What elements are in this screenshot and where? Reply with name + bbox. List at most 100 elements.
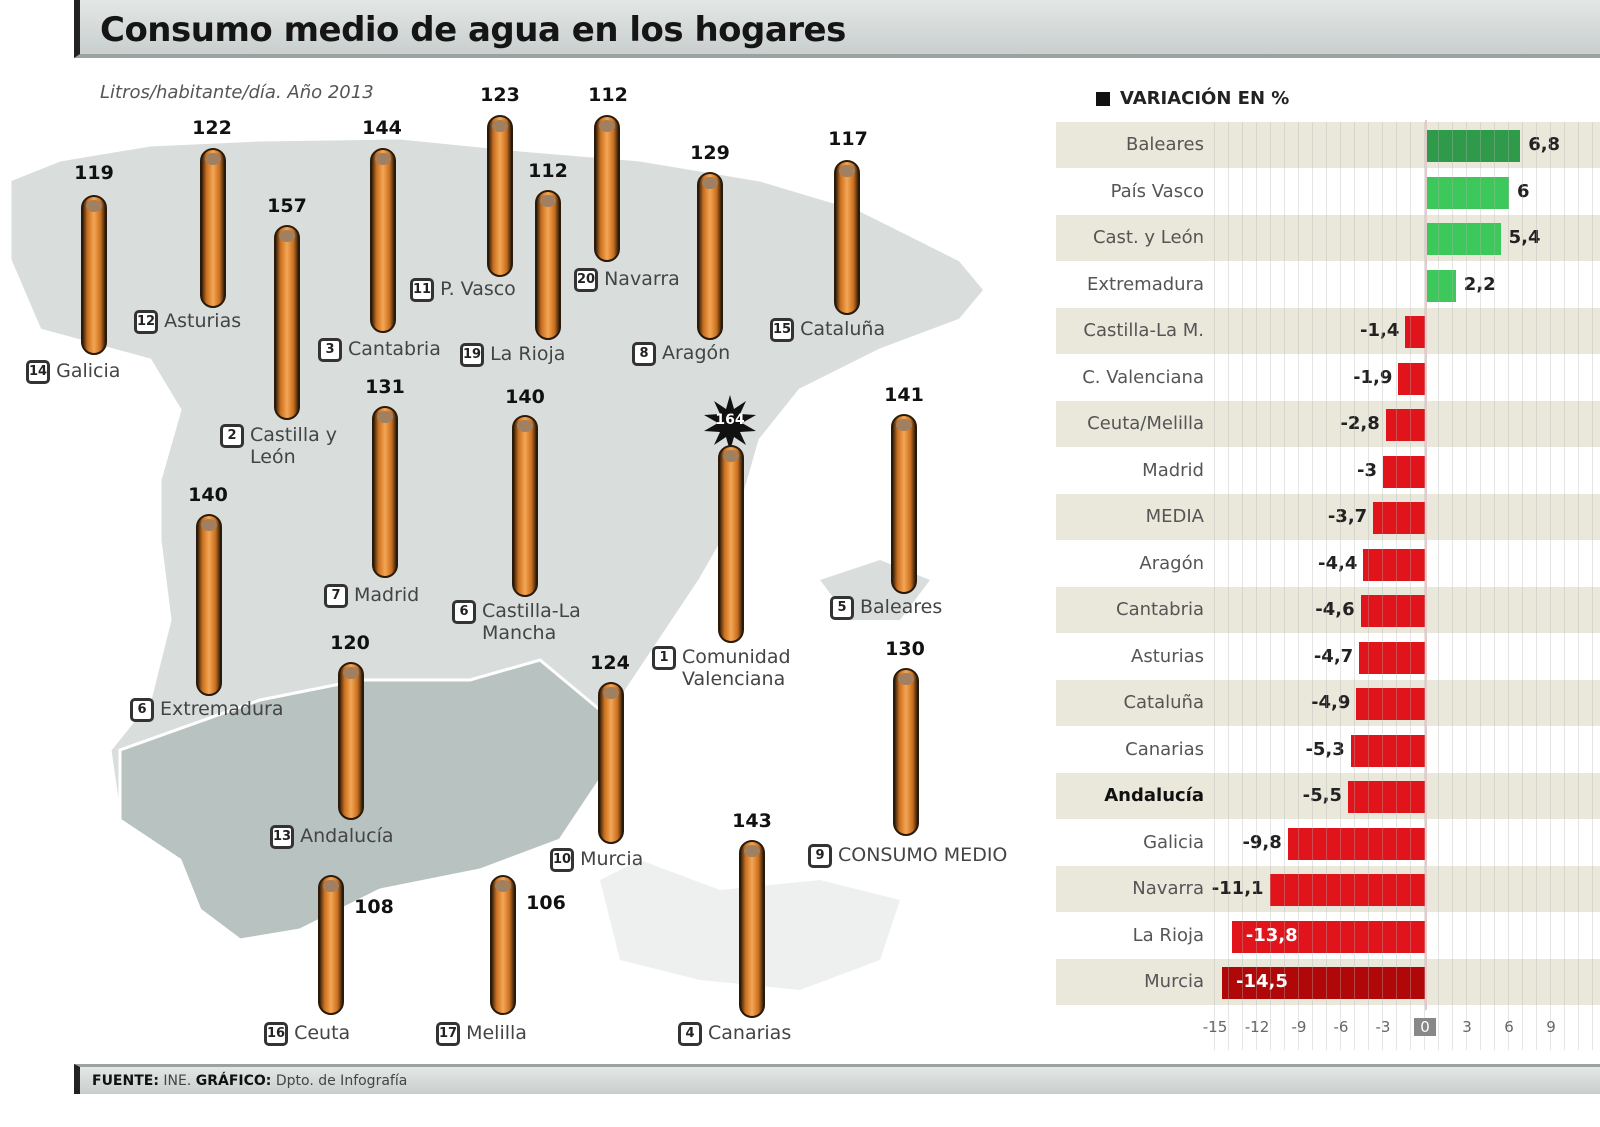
label-castilla-la-mancha: 6 Castilla-La Mancha <box>452 600 602 644</box>
bar-value: -9,8 <box>1242 831 1282 853</box>
value-andalucia: 120 <box>330 632 370 654</box>
pillar-extremadura <box>196 514 222 696</box>
rank-badge: 14 <box>26 360 51 384</box>
starburst-icon <box>704 395 756 451</box>
row-label: Ceuta/Melilla <box>1087 413 1204 434</box>
pillar-galicia <box>81 195 107 355</box>
pillar-castilla-la-mancha <box>512 415 538 597</box>
pillar-ceuta <box>318 875 344 1015</box>
map-subtitle: Litros/habitante/día. Año 2013 <box>100 82 374 103</box>
variation-bar <box>1287 827 1425 860</box>
label-galicia: 14 Galicia <box>26 360 120 384</box>
row-label: C. Valenciana <box>1082 366 1204 388</box>
pillar-navarra <box>594 115 620 262</box>
axis-tick: -12 <box>1244 1018 1270 1036</box>
bar-value: -4,9 <box>1311 692 1351 713</box>
value-ceuta: 108 <box>354 896 394 918</box>
value-cantabria: 144 <box>362 117 402 139</box>
bar-value: 5,4 <box>1508 227 1541 248</box>
row-label: MEDIA <box>1145 506 1204 527</box>
variation-row: Navarra -11,1 <box>1056 866 1600 912</box>
variation-row: Cast. y León 5,4 <box>1056 215 1600 261</box>
row-label: Aragón <box>1139 552 1204 574</box>
bar-value: -1,9 <box>1353 366 1393 388</box>
bar-value: -5,3 <box>1305 738 1345 760</box>
pillar-cataluna <box>834 160 860 315</box>
bar-value: 2,2 <box>1463 273 1496 295</box>
row-label: Cantabria <box>1116 599 1204 620</box>
pillar-consumo-medio <box>893 668 919 836</box>
axis-tick: 3 <box>1462 1018 1472 1036</box>
variation-row: Cataluña -4,9 <box>1056 680 1600 726</box>
pillar-melilla <box>490 875 516 1015</box>
variation-bar <box>1231 920 1425 953</box>
bar-value: -4,7 <box>1313 645 1354 667</box>
variation-row: Galicia -9,8 <box>1056 820 1600 866</box>
variation-row: Aragón -4,4 <box>1056 541 1600 587</box>
row-label: Asturias <box>1131 645 1204 667</box>
row-label: La Rioja <box>1132 924 1204 946</box>
pillar-comunidad-valenciana <box>718 445 744 643</box>
variation-bar <box>1373 502 1425 534</box>
label-la-rioja: 19 La Rioja <box>460 343 565 367</box>
label-canarias: 4 Canarias <box>678 1022 791 1046</box>
rank-badge: 4 <box>678 1022 702 1046</box>
value-navarra: 112 <box>588 84 628 106</box>
row-label: Navarra <box>1132 878 1204 899</box>
variation-row: Castilla-La M. -1,4 <box>1056 308 1600 354</box>
bar-value: 6 <box>1517 180 1530 202</box>
variation-row: Cantabria -4,6 <box>1056 587 1600 633</box>
variation-row: MEDIA -3,7 <box>1056 494 1600 540</box>
variation-bar <box>1360 595 1425 627</box>
row-label: País Vasco <box>1110 180 1204 202</box>
x-axis: -15 -12 -9 -6 -3 0 3 6 9 <box>1056 1018 1600 1042</box>
variation-row: País Vasco 6 <box>1056 169 1600 215</box>
axis-tick: 6 <box>1504 1018 1514 1036</box>
variation-row: Madrid -3 <box>1056 448 1600 494</box>
label-aragon: 8 Aragón <box>632 342 730 366</box>
label-cataluna: 15 Cataluña <box>770 318 885 342</box>
value-aragon: 129 <box>690 142 730 164</box>
rank-badge: 20 <box>574 268 599 292</box>
label-castilla-leon: 2 Castilla y León <box>220 424 340 468</box>
variation-bar <box>1269 874 1425 906</box>
rank-badge: 10 <box>550 848 575 872</box>
variation-bar <box>1348 781 1425 813</box>
axis-tick: 9 <box>1546 1018 1556 1036</box>
rank-badge: 13 <box>270 825 295 849</box>
bar-value: -3 <box>1357 459 1377 481</box>
pillar-canarias <box>739 840 765 1018</box>
pillar-la-rioja <box>535 190 561 340</box>
variation-bar <box>1383 455 1425 488</box>
rank-badge: 12 <box>134 310 159 334</box>
pillar-pais-vasco <box>487 115 513 277</box>
pillar-asturias <box>200 148 226 308</box>
label-consumo-medio: 9 CONSUMO MEDIO <box>808 844 1007 868</box>
variation-row: Ceuta/Melilla -2,8 <box>1056 401 1600 447</box>
variation-row: Extremadura 2,2 <box>1056 262 1600 308</box>
rank-badge: 17 <box>436 1022 461 1046</box>
bar-value: -4,4 <box>1318 552 1358 574</box>
value-asturias: 122 <box>192 117 232 139</box>
variation-bar <box>1385 409 1425 441</box>
spain-map: 119 14 Galicia 122 12 Asturias 157 2 Castil… <box>0 60 1040 1050</box>
value-galicia: 119 <box>74 162 114 184</box>
bar-value: -3,7 <box>1327 506 1368 527</box>
row-label: Castilla-La M. <box>1083 320 1204 341</box>
label-ceuta: 16 Ceuta <box>264 1022 350 1046</box>
row-label: Extremadura <box>1087 273 1204 295</box>
variation-bar <box>1425 269 1456 302</box>
variation-bar <box>1405 316 1425 348</box>
bar-value: -5,5 <box>1302 785 1342 806</box>
variation-bar <box>1222 967 1425 999</box>
pillar-madrid <box>372 406 398 578</box>
value-baleares: 141 <box>884 384 924 406</box>
label-madrid: 7 Madrid <box>324 584 419 608</box>
rank-badge: 7 <box>324 584 348 608</box>
value-madrid: 131 <box>365 376 405 398</box>
title-bar: Consumo medio de agua en los hogares <box>74 0 1600 58</box>
rank-badge: 1 <box>652 646 676 670</box>
page-title: Consumo medio de agua en los hogares <box>100 10 846 50</box>
label-baleares: 5 Baleares <box>830 596 942 620</box>
pillar-castilla-leon <box>274 225 300 420</box>
